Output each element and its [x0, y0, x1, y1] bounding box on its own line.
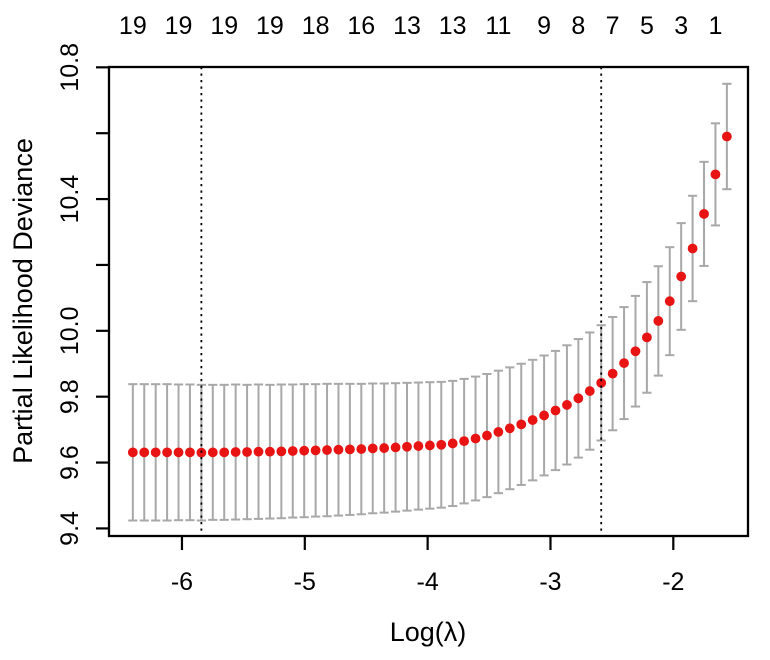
data-point: [230, 447, 241, 457]
data-point: [276, 446, 287, 457]
nonzero-count-label: 1: [708, 12, 722, 40]
data-point: [527, 415, 538, 425]
nonzero-count-label: 19: [210, 12, 238, 40]
axes-layer: -6 -5 -4 -3 -2 9.4 9.6 9.8 10.0 10.4 10.8: [56, 43, 750, 596]
data-point: [333, 444, 344, 455]
data-point: [162, 447, 173, 458]
data-point: [344, 444, 355, 455]
data-point: [356, 444, 367, 454]
x-tick-label: -5: [294, 568, 316, 596]
data-point: [413, 441, 424, 451]
data-point: [299, 445, 310, 456]
nonzero-count-label: 9: [537, 12, 551, 40]
data-point: [287, 446, 298, 456]
data-point: [676, 271, 687, 282]
data-point: [367, 443, 378, 454]
chart-dynamic-layer: -6 -5 -4 -3 -29.49.69.810.010.410.819 19 19 19 1…: [56, 12, 750, 596]
data-point: [642, 332, 652, 343]
data-point: [173, 447, 184, 458]
data-point: [596, 377, 607, 388]
data-point: [710, 169, 721, 180]
nonzero-count-label: 13: [439, 12, 467, 40]
data-point: [139, 447, 150, 458]
data-point: [619, 358, 629, 368]
x-tick-label: -3: [539, 568, 561, 596]
data-point: [424, 440, 435, 451]
nonzero-count-label: 11: [485, 12, 511, 40]
data-point: [699, 208, 709, 219]
y-tick-label: 10.0: [56, 306, 84, 355]
nonzero-count-label: 8: [571, 12, 585, 40]
x-tick-label: -4: [417, 568, 439, 596]
data-point: [253, 446, 264, 457]
data-point: [436, 439, 447, 450]
data-point: [516, 419, 527, 430]
data-point: [265, 446, 275, 457]
x-tick-label: -6: [171, 568, 193, 596]
nonzero-count-label: 19: [256, 12, 284, 40]
data-point: [584, 386, 595, 396]
data-point: [493, 427, 504, 437]
nonzero-count-label: 16: [347, 12, 375, 40]
data-point: [630, 346, 641, 357]
data-point: [573, 393, 584, 404]
nonzero-count-label: 13: [393, 12, 421, 40]
data-point: [470, 433, 481, 444]
nonzero-count-label: 5: [640, 12, 654, 40]
nonzero-count-label: 19: [165, 12, 193, 40]
nonzero-count-label: 7: [606, 12, 620, 40]
reference-lines-layer: [200, 67, 603, 536]
data-point: [562, 400, 572, 410]
nonzero-count-label: 18: [302, 12, 330, 40]
data-point: [721, 131, 732, 142]
data-point: [687, 243, 698, 254]
data-point: [219, 447, 230, 458]
data-point: [185, 447, 195, 458]
data-point: [482, 430, 492, 441]
data-point: [310, 445, 321, 456]
y-tick-label: 9.4: [56, 511, 84, 546]
data-point: [379, 443, 390, 453]
nonzero-count-label: 3: [674, 12, 688, 40]
x-axis-title: Log(λ): [390, 617, 467, 647]
plot-box: [107, 65, 750, 538]
y-axis-title: Partial Likelihood Deviance: [8, 138, 38, 464]
data-point: [504, 423, 515, 434]
points-layer: [127, 131, 732, 458]
data-point: [402, 441, 412, 452]
top-axis-layer: 19 19 19 19 18 16 13 13 11 9 8 7 5 3 1: [119, 12, 722, 40]
data-point: [607, 368, 618, 379]
data-point: [447, 438, 458, 449]
data-point: [127, 447, 138, 458]
data-point: [653, 316, 664, 326]
y-tick-label: 9.6: [56, 445, 84, 480]
data-point: [550, 405, 561, 416]
y-tick-label: 9.8: [56, 379, 84, 414]
data-point: [150, 447, 161, 458]
data-point: [242, 447, 252, 457]
y-tick-label: 10.4: [56, 175, 84, 224]
x-tick-label: -2: [662, 568, 684, 596]
data-point: [664, 296, 675, 307]
data-point: [390, 442, 401, 453]
data-point: [322, 445, 332, 455]
nonzero-count-label: 19: [119, 12, 147, 40]
error-bars-layer: [128, 82, 732, 522]
y-tick-label: 10.8: [56, 43, 84, 92]
data-point: [539, 410, 549, 421]
data-point: [207, 447, 218, 458]
data-point: [459, 436, 470, 447]
